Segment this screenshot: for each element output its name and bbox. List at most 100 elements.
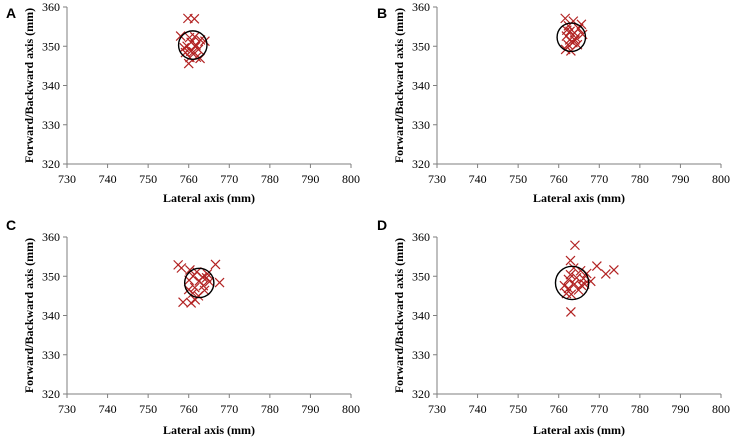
data-point-stroke [186,298,197,308]
x-tick-label: 760 [550,402,568,416]
data-point-stroke [560,13,571,24]
x-tick-label: 770 [220,172,238,186]
data-point-stroke [187,288,198,299]
x-tick-label: 760 [180,172,198,186]
data-point-stroke [214,277,225,288]
data-point-stroke [570,240,580,251]
data-point [563,274,574,285]
data-point [202,268,213,279]
data-point-stroke [608,265,619,275]
x-axis-title: Lateral axis (mm) [163,423,255,437]
data-point-stroke [565,307,576,317]
data-point [591,261,602,271]
data-point-stroke [176,263,187,273]
x-tick-label: 750 [139,402,157,416]
x-tick-label: 770 [220,402,238,416]
y-tick-label: 330 [42,348,60,362]
spread-circle [183,267,215,299]
x-tick-label: 740 [469,172,487,186]
data-point-stroke [566,289,577,300]
y-tick-label: 350 [412,39,430,53]
data-point-stroke [600,268,611,279]
x-tick-label: 790 [301,402,319,416]
spread-circle [556,22,587,53]
x-tick-label: 740 [469,402,487,416]
y-axis-title: Forward/Backward axis (mm) [392,8,406,163]
data-point [185,265,195,275]
x-tick-label: 780 [261,402,279,416]
data-point-stroke [563,39,573,50]
data-point-stroke [191,52,202,63]
data-point-stroke [560,44,571,55]
data-point [210,259,221,270]
data-point-stroke [565,26,575,37]
data-point-stroke [559,280,570,291]
data-point-stroke [591,261,602,271]
data-point-stroke [183,58,194,69]
x-tick-label: 760 [180,402,198,416]
x-axis-title: Lateral axis (mm) [533,191,625,205]
data-point [576,19,587,30]
data-point [189,282,200,293]
spread-circle [554,265,590,301]
y-tick-label: 330 [412,118,430,132]
y-axis-title: Forward/Backward axis (mm) [22,8,36,163]
data-point-stroke [585,276,596,287]
y-tick-label: 350 [412,269,430,283]
data-point [200,36,210,47]
data-point [183,58,194,69]
data-point-stroke [204,276,215,287]
x-tick-label: 760 [550,172,568,186]
data-point-stroke [198,280,209,291]
y-tick-label: 360 [42,0,60,14]
x-tick-label: 740 [99,172,117,186]
data-point [570,240,580,251]
x-tick-label: 730 [428,402,446,416]
x-tick-label: 790 [301,172,319,186]
data-point-stroke [563,274,574,285]
data-point-stroke [190,41,201,52]
data-point-stroke [175,31,186,41]
x-tick-label: 750 [139,172,157,186]
data-point [600,268,611,279]
data-point [568,263,579,273]
y-tick-label: 340 [42,79,60,93]
y-tick-label: 340 [42,309,60,323]
x-tick-label: 770 [590,172,608,186]
x-tick-label: 780 [631,172,649,186]
data-point [176,263,187,273]
y-tick-label: 360 [42,230,60,244]
x-tick-label: 800 [342,402,360,416]
y-tick-label: 350 [42,269,60,283]
y-tick-label: 320 [42,157,60,171]
y-axis-title: Forward/Backward axis (mm) [22,238,36,393]
y-tick-label: 330 [412,348,430,362]
data-point-stroke [568,263,579,273]
data-point [570,35,580,45]
panel-a: A 320 330 340 350 360 730 740 750 760 770 780 790 800… [6,0,360,205]
data-point [175,31,186,41]
x-tick-label: 800 [712,402,730,416]
y-tick-label: 340 [412,309,430,323]
data-point-stroke [570,35,580,45]
data-point-stroke [581,268,592,279]
data-point-stroke [184,275,195,286]
x-tick-label: 740 [99,402,117,416]
data-point-stroke [561,25,572,36]
data-point [185,52,195,63]
data-point [179,42,190,53]
data-point-stroke [185,52,195,63]
data-point-stroke [191,40,201,50]
x-tick-label: 790 [671,172,689,186]
data-point-stroke [565,255,576,266]
x-tick-label: 750 [509,172,527,186]
data-point [189,13,200,24]
data-point-stroke [575,265,586,276]
panel-letter: A [6,5,16,21]
data-point [563,39,573,50]
x-tick-label: 770 [590,402,608,416]
data-point-stroke [189,31,200,42]
y-tick-label: 320 [412,387,430,401]
x-tick-label: 780 [631,402,649,416]
